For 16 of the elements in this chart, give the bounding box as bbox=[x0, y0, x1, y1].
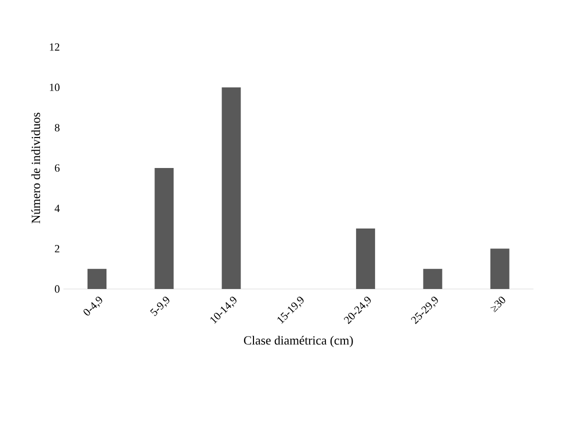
bar bbox=[356, 228, 376, 289]
y-tick-label: 2 bbox=[54, 245, 60, 252]
y-axis-title: Número de individuos bbox=[31, 112, 40, 224]
x-axis-title: Clase diamétrica (cm) bbox=[244, 336, 353, 348]
y-tick-label: 6 bbox=[54, 164, 60, 172]
y-tick-label: 8 bbox=[54, 124, 60, 132]
y-tick-label: 12 bbox=[50, 43, 60, 51]
y-tick-label: 4 bbox=[54, 204, 60, 212]
y-tick-label: 0 bbox=[54, 285, 60, 293]
bar bbox=[154, 168, 174, 289]
y-tick-label: 10 bbox=[50, 84, 60, 92]
bar bbox=[88, 268, 106, 289]
bar bbox=[490, 248, 510, 289]
x-tick-label: ≥30 bbox=[490, 296, 506, 312]
bar bbox=[423, 268, 442, 289]
bar bbox=[222, 87, 241, 289]
